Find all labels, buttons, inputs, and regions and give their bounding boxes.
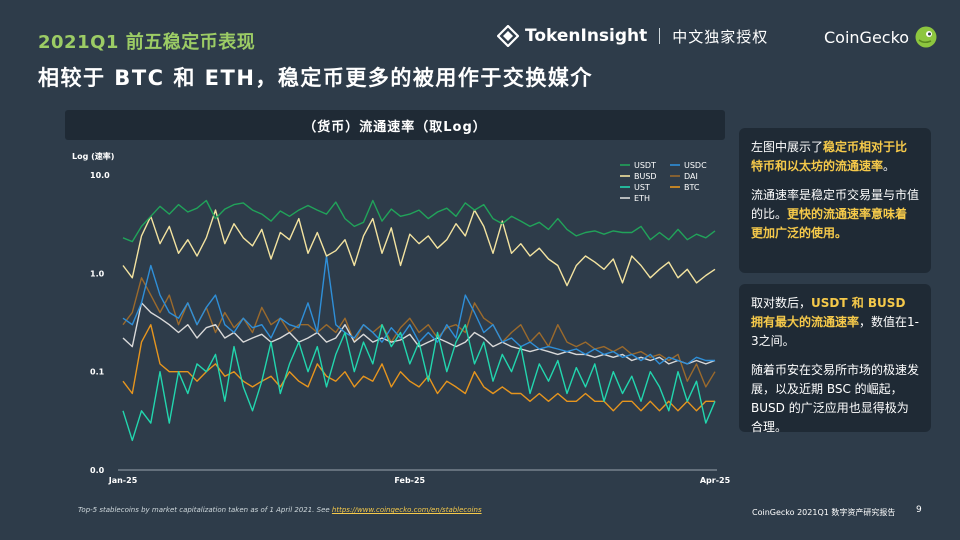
page-headline: 相较于 BTC 和 ETH，稳定币更多的被用作于交换媒介 [38,66,593,90]
info-card-2: 取对数后，USDT 和 BUSD 拥有最大的流通速率，数值在1-3之间。 随着币… [739,284,931,434]
footnote: Top-5 stablecoins by market capitalizati… [78,506,482,514]
tokeninsight-name: TokenInsight [525,26,648,46]
series-line-usdt [122,199,716,243]
tokeninsight-brand: TokenInsight 中文独家授权 [497,22,768,50]
chart-title: （货币）流通速率（取Log） [65,110,725,140]
info-card-2-para-2: 随着币安在交易所市场的极速发展，以及近期 BSC 的崛起，BUSD 的广泛应用也… [751,363,920,434]
y-tick-label: 10.0 [90,171,110,180]
series-line-dai [122,277,716,388]
report-footer: CoinGecko 2021Q1 数字资产研究报告 [752,508,896,517]
legend-label-btc: BTC [684,183,700,192]
info-card-2-para-1: 取对数后，USDT 和 BUSD 拥有最大的流通速率，数值在1-3之间。 [751,296,919,348]
legend-label-busd: BUSD [634,172,657,181]
y-tick-label: 0.0 [90,466,105,475]
series-line-eth [122,302,716,365]
legend-label-dai: DAI [684,172,698,181]
y-axis-label: Log (速率) [72,151,114,161]
coingecko-logo-icon [915,26,937,48]
tokeninsight-logo-icon [497,25,519,47]
legend-label-eth: ETH [634,194,650,203]
section-tag: 2021Q1 前五稳定币表现 [38,32,256,53]
tokeninsight-license-text: 中文独家授权 [672,27,769,46]
page-number: 9 [916,505,922,515]
y-tick-label: 0.1 [90,368,105,377]
legend-label-usdt: USDT [634,161,656,170]
coingecko-name: CoinGecko [824,27,910,47]
legend-label-usdc: USDC [684,161,707,170]
legend-label-ust: UST [634,183,650,192]
y-tick-label: 1.0 [90,269,105,278]
coingecko-brand: CoinGecko [824,22,937,52]
info-card-1: 左图中展示了稳定币相对于比特币和以太坊的流通速率。 流通速率是稳定币交易量与市值… [739,128,931,273]
x-tick-label: Feb-25 [394,476,425,485]
series-line-ust [122,323,716,442]
brand-divider [659,28,661,44]
x-tick-label: Jan-25 [108,476,138,485]
x-tick-label: Apr-25 [700,476,730,485]
info-card-1-para-2: 流通速率是稳定币交易量与市值的比。更快的流通速率意味着更加广泛的使用。 [751,188,920,240]
series-line-busd [122,209,716,287]
info-card-1-para-1: 左图中展示了稳定币相对于比特币和以太坊的流通速率。 [751,140,908,173]
series-line-btc [122,323,715,412]
stablecoins-link[interactable]: https://www.coingecko.com/en/stablecoins [331,506,482,514]
